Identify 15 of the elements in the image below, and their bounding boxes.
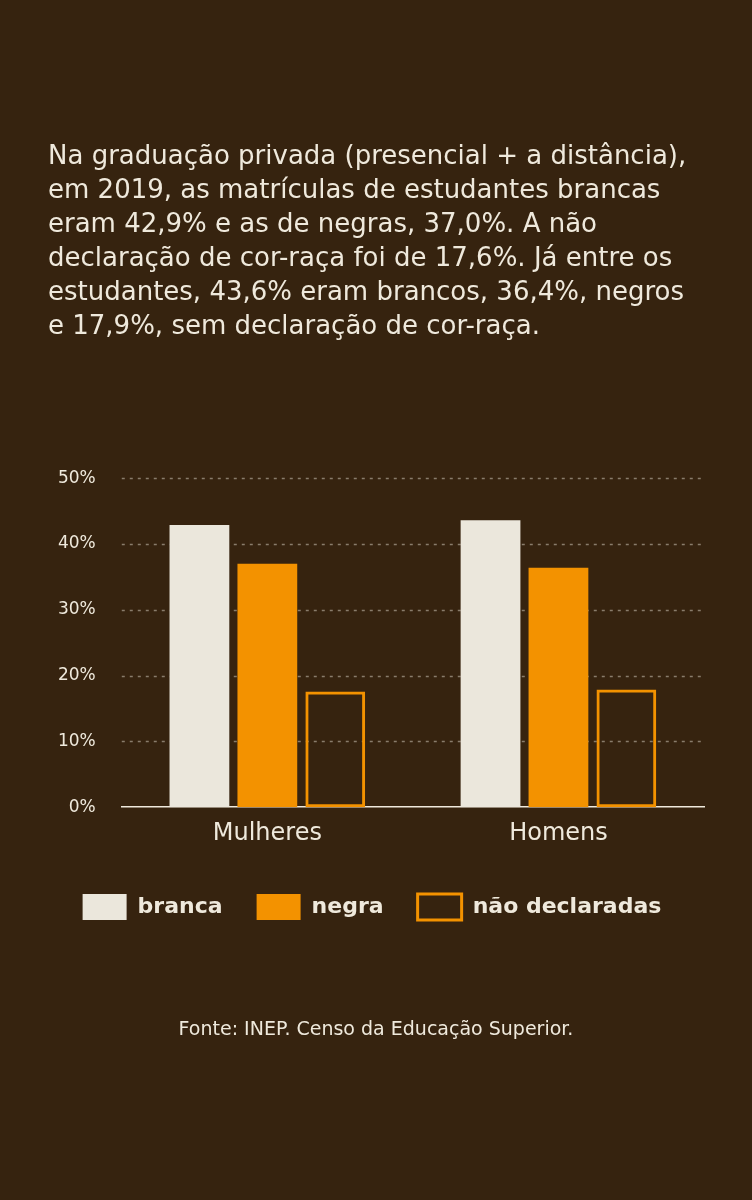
y-tick-label: 30% (57, 598, 96, 619)
y-tick-label: 40% (57, 532, 96, 553)
legend-label: não declaradas (472, 892, 662, 918)
x-tick-label: Mulheres (212, 817, 322, 846)
chart-title: Na graduação privada (presencial + a distância), em 2019, as matrículas de estudantes brancas eram 42,9% e as de negras, 37,0%. A não declaração de cor-raça foi de 17,6%. Já entre os estudantes, 43,6% eram brancos, 36,4%, negros e 17,9%, sem declaração de cor-raça. (48, 139, 688, 342)
y-tick-label: 50% (57, 466, 96, 487)
y-tick-label: 0% (68, 795, 96, 816)
source-note: Fonte: INEP. Censo da Educação Superior. (177, 1016, 575, 1041)
legend-label: branca (137, 892, 223, 918)
y-tick-label: 10% (57, 729, 96, 750)
x-tick-label: Homens (509, 817, 608, 846)
legend-label: negra (311, 892, 384, 918)
bar (528, 567, 589, 808)
y-tick-label: 20% (57, 664, 96, 685)
bar (237, 563, 298, 808)
